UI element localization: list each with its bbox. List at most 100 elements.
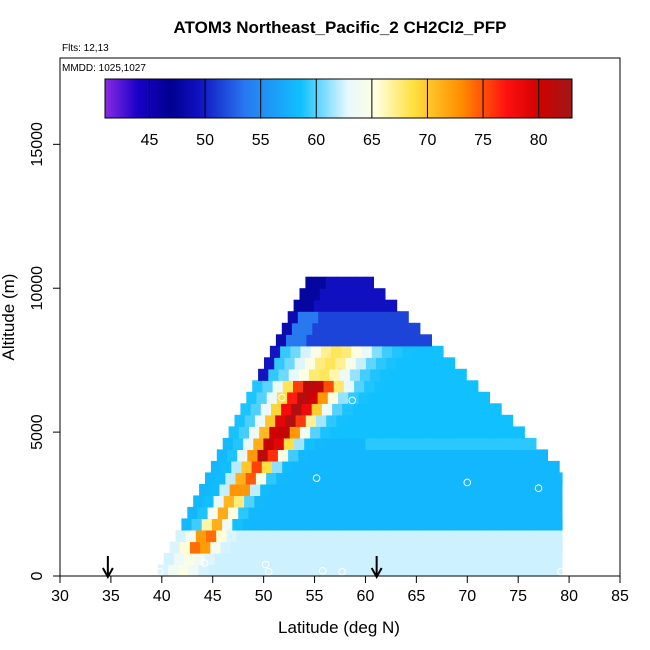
heatmap-cell (342, 541, 354, 554)
heatmap-cell (463, 483, 475, 496)
x-axis-label: Latitude (deg N) (278, 618, 400, 637)
y-axis-label: Altitude (m) (0, 274, 18, 361)
heatmap-cell (547, 518, 559, 531)
heatmap-cell (518, 437, 529, 450)
heatmap-cell (219, 483, 231, 496)
heatmap-cell (346, 553, 358, 566)
heatmap-cell (428, 553, 440, 566)
heatmap-cell (264, 495, 276, 508)
heatmap-cell (313, 380, 325, 393)
heatmap-cell (479, 553, 491, 566)
heatmap-cell (253, 437, 265, 450)
chart-title: ATOM3 Northeast_Pacific_2 CH2Cl2_PFP (174, 18, 507, 37)
heatmap-cell (507, 437, 519, 450)
heatmap-cell (211, 518, 223, 531)
heatmap-cell (194, 553, 205, 566)
heatmap-cell (354, 380, 365, 393)
heatmap-cell (299, 288, 311, 301)
heatmap-cell (384, 460, 395, 473)
heatmap-cell (425, 380, 437, 393)
heatmap-cell (261, 541, 272, 554)
heatmap-cell (247, 449, 259, 462)
heatmap-cell (415, 518, 427, 531)
colorbar-tick-label: 70 (419, 132, 437, 149)
heatmap-cell (298, 368, 310, 381)
heatmap-cell (258, 506, 270, 519)
heatmap-cell (513, 506, 524, 519)
heatmap-cell (540, 553, 552, 566)
heatmap-cell (208, 564, 220, 577)
heatmap-cell (373, 460, 385, 473)
heatmap-cell (271, 403, 282, 416)
heatmap-cell (452, 506, 463, 519)
heatmap-cell (261, 460, 273, 473)
heatmap-cell (434, 541, 446, 554)
heatmap-cell (361, 564, 373, 577)
heatmap-cell (325, 276, 337, 289)
heatmap-cell (287, 391, 298, 404)
heatmap-cell (284, 357, 296, 370)
heatmap-cell (280, 483, 292, 496)
heatmap-cell (520, 553, 531, 566)
heatmap-cell (559, 495, 563, 508)
heatmap-cell (188, 564, 200, 577)
heatmap-cell (399, 530, 411, 543)
heatmap-cell (414, 322, 421, 335)
heatmap-cell (470, 530, 482, 543)
heatmap-cell (268, 368, 280, 381)
heatmap-cell (302, 460, 314, 473)
heatmap-cell (324, 437, 336, 450)
heatmap-cell (333, 380, 345, 393)
heatmap-cell (360, 506, 372, 519)
heatmap-cell (233, 495, 245, 508)
heatmap-cell (299, 506, 311, 519)
heatmap-cell (307, 391, 319, 404)
heatmap-cell (368, 391, 380, 404)
heatmap-cell (340, 288, 351, 301)
heatmap-cell (413, 541, 425, 554)
heatmap-cell (438, 553, 450, 566)
heatmap-cell (362, 483, 373, 496)
heatmap-cell (359, 449, 371, 462)
heatmap-cell (417, 414, 429, 427)
heatmap-cell (480, 530, 492, 543)
heatmap-cell (483, 426, 494, 439)
heatmap-cell (412, 483, 424, 496)
heatmap-cell (425, 518, 437, 531)
heatmap-cell (308, 449, 320, 462)
heatmap-cell (383, 541, 395, 554)
heatmap-cell (322, 460, 334, 473)
heatmap-cell (344, 299, 356, 312)
heatmap-cell (418, 334, 430, 347)
heatmap-cell (509, 414, 514, 427)
heatmap-cell (305, 495, 316, 508)
heatmap-cell (266, 472, 277, 485)
heatmap-cell (363, 460, 375, 473)
heatmap-cell (352, 541, 364, 554)
heatmap-cell (511, 530, 523, 543)
heatmap-cell (334, 437, 346, 450)
heatmap-cell (423, 483, 434, 496)
heatmap-cell (445, 460, 456, 473)
heatmap-cell (265, 414, 276, 427)
heatmap-cell (294, 357, 306, 370)
heatmap-cell (330, 288, 341, 301)
heatmap-cell (304, 437, 315, 450)
heatmap-cell (309, 368, 320, 381)
heatmap-cell (269, 426, 281, 439)
heatmap-cell (254, 495, 266, 508)
heatmap-cell (286, 334, 297, 347)
heatmap-cell (296, 553, 307, 566)
heatmap-cell (356, 276, 368, 289)
heatmap-cell (285, 553, 297, 566)
colorbar-ticks: 45 50 55 60 65 70 75 80 (141, 79, 548, 149)
heatmap-cell (244, 414, 256, 427)
heatmap-cell (509, 553, 521, 566)
heatmap-cell (167, 564, 179, 577)
heatmap-cell (449, 472, 461, 485)
heatmap-cell (385, 437, 397, 450)
heatmap-cell (528, 437, 537, 450)
colorbar-tick-label: 75 (474, 132, 492, 149)
heatmap-cell (377, 414, 388, 427)
sample-point (557, 567, 565, 576)
